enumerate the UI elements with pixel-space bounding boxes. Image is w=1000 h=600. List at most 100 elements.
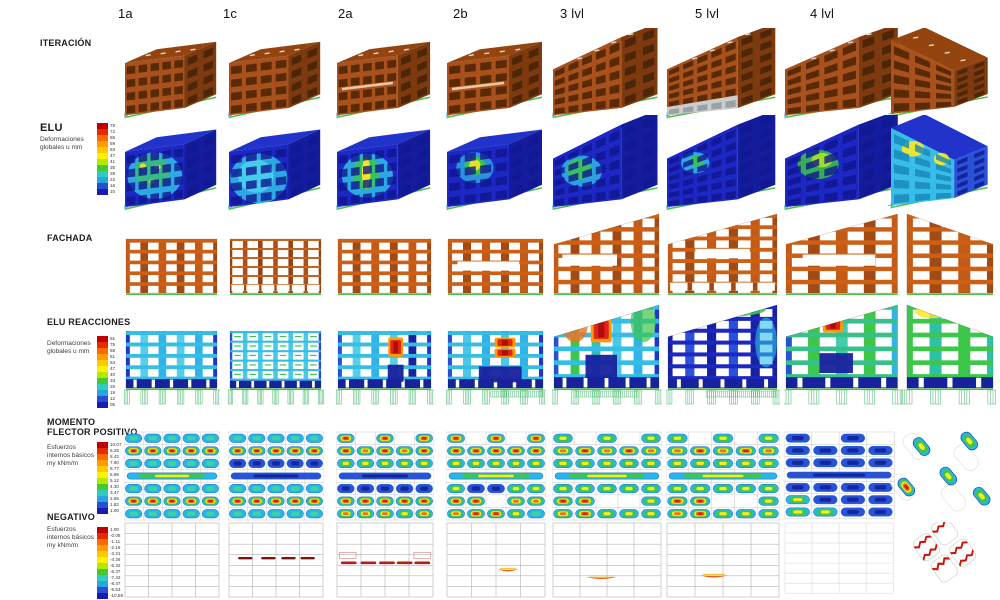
cell-reacciones-2a — [336, 303, 434, 423]
cell-graphic-negativo-3lvl — [552, 522, 662, 598]
cell-graphic-elu-1a — [124, 129, 217, 211]
legend-swatch — [97, 147, 108, 153]
cell-graphic-fachada-2b — [447, 238, 544, 295]
legend-swatch — [97, 527, 108, 533]
cell-graphic-elu-2a — [336, 129, 431, 211]
legend-value: 22 — [110, 176, 116, 182]
legend-swatch — [97, 177, 108, 183]
legend-swatch — [97, 460, 108, 466]
cell-graphic-fachada-3lvl — [553, 213, 660, 295]
legend-row: -7.42 — [97, 575, 123, 581]
column-header-3lvl: 3 lvl — [560, 6, 585, 21]
cell-graphic-negativo-1a — [124, 522, 220, 598]
row-label-iteracion: ITERACIÓN — [40, 38, 92, 48]
cell-graphic-negativo-4lvl — [784, 522, 977, 594]
cell-fachada-3lvl — [552, 212, 662, 302]
cell-fachada-2a — [336, 212, 434, 302]
legend-elu: 78 72 65 59 53 47 41 35 28 22 16 10 — [97, 123, 115, 195]
legend-swatch — [97, 183, 108, 189]
legend-swatch — [97, 378, 108, 384]
legend-value: 12 — [110, 395, 116, 401]
legend-value: 2.65 — [110, 495, 119, 501]
row-label-negativo: NEGATIVO — [47, 512, 95, 522]
legend-swatch — [97, 587, 108, 593]
legend-swatch — [97, 354, 108, 360]
cell-graphic-positivo-2b — [446, 431, 546, 521]
legend-row: 65 — [97, 135, 115, 141]
legend-value: 16 — [110, 182, 116, 188]
cell-positivo-1c — [228, 430, 324, 522]
legend-swatch — [97, 390, 108, 396]
cell-reacciones-2b — [446, 303, 546, 423]
legend-value: -5.32 — [110, 562, 121, 568]
legend-value: -4.26 — [110, 556, 121, 562]
legend-row: 4.30 — [97, 484, 122, 490]
row-sublabel-negativo: Esfuerzos internos básicos my kNm/m — [47, 526, 94, 549]
legend-row: 78 — [97, 123, 115, 129]
legend-row: -1.11 — [97, 539, 123, 545]
legend-value: -9.53 — [110, 586, 121, 592]
legend-row: 1.82 — [97, 502, 122, 508]
legend-row: 19 — [97, 390, 115, 396]
cell-positivo-2a — [336, 430, 434, 522]
cell-graphic-reacciones-1a — [124, 331, 220, 405]
legend-row: -6.37 — [97, 569, 123, 575]
legend-swatch — [97, 396, 108, 402]
cell-graphic-iteracion-1a — [124, 41, 217, 119]
legend-value: -10.58 — [110, 592, 124, 598]
legend-swatch — [97, 360, 108, 366]
legend-value: 1.82 — [110, 501, 119, 507]
legend-value: 5.95 — [110, 471, 119, 477]
legend-elu-reacciones: 81 75 68 61 54 47 40 33 26 19 12 05 — [97, 336, 115, 408]
legend-value: 4.30 — [110, 483, 119, 489]
legend-swatch — [97, 342, 108, 348]
cell-graphic-positivo-1c — [228, 431, 324, 521]
legend-swatch — [97, 123, 108, 129]
cell-iteracion-1c — [228, 28, 324, 120]
legend-row: 54 — [97, 360, 115, 366]
row-sublabel-elu-reacciones: Deformaciones globales u mm — [47, 340, 91, 355]
cell-negativo-2b — [446, 522, 546, 598]
legend-row: -3.21 — [97, 551, 123, 557]
legend-swatch — [97, 189, 108, 195]
legend-value: 26 — [110, 383, 116, 389]
legend-value: 47 — [110, 365, 116, 371]
cell-graphic-elu-3lvl — [552, 115, 658, 211]
cell-reacciones-3lvl — [552, 303, 662, 423]
column-header-2b: 2b — [453, 6, 468, 21]
legend-row: -9.53 — [97, 587, 123, 593]
row-sublabel-elu: Deformaciones globales u mm — [40, 136, 84, 151]
legend-swatch — [97, 466, 108, 472]
cell-iteracion-1a — [124, 28, 220, 120]
cell-graphic-fachada-4lvl — [785, 213, 994, 295]
legend-row: -2.16 — [97, 545, 123, 551]
cell-graphic-reacciones-1c — [228, 331, 324, 405]
cell-fachada-1a — [124, 212, 220, 302]
cell-graphic-reacciones-3lvl — [552, 304, 662, 405]
cell-negativo-1c — [228, 522, 324, 598]
legend-value: 3.47 — [110, 489, 119, 495]
cell-positivo-3lvl — [552, 430, 662, 522]
legend-row: 81 — [97, 336, 115, 342]
legend-row: 47 — [97, 366, 115, 372]
cell-positivo-1a — [124, 430, 220, 522]
cell-graphic-fachada-5lvl — [667, 213, 778, 295]
legend-row: 5.12 — [97, 478, 122, 484]
legend-value: 59 — [110, 140, 116, 146]
legend-swatch — [97, 593, 108, 599]
legend-row: -4.26 — [97, 557, 123, 563]
legend-row: 2.65 — [97, 496, 122, 502]
legend-swatch — [97, 496, 108, 502]
legend-swatch — [97, 366, 108, 372]
legend-value: -2.16 — [110, 544, 121, 550]
legend-value: 41 — [110, 158, 116, 164]
legend-swatch — [97, 372, 108, 378]
legend-swatch — [97, 135, 108, 141]
legend-value: 7.60 — [110, 459, 119, 465]
legend-swatch — [97, 569, 108, 575]
legend-row: -5.32 — [97, 563, 123, 569]
legend-row: 16 — [97, 183, 115, 189]
cell-fachada-5lvl — [666, 212, 780, 302]
legend-swatch — [97, 557, 108, 563]
